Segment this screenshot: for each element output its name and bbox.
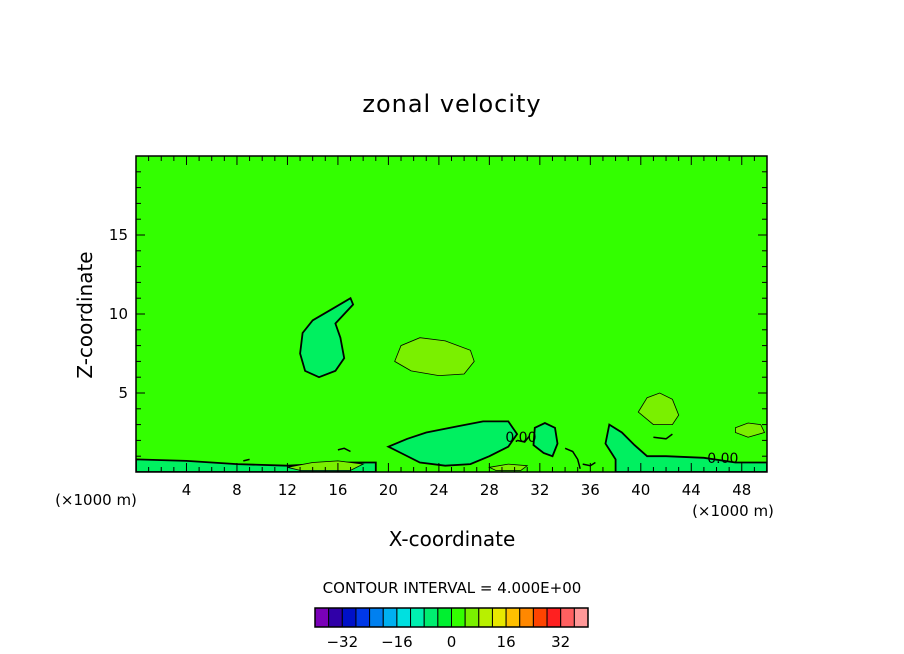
colorbar-cell: [410, 607, 425, 628]
contour-line-6: [243, 458, 250, 462]
x-axis-title: X-coordinate: [389, 527, 516, 551]
colorbar-tick-label: 32: [551, 633, 570, 651]
colorbar-cell: [369, 607, 384, 628]
colorbar-tick-label: −16: [381, 633, 413, 651]
colorbar-cell: [464, 607, 480, 628]
colorbar-cell: [328, 607, 343, 628]
contour-region-10: [488, 463, 529, 471]
colorbar-cell: [560, 607, 575, 628]
colorbar-cell: [505, 607, 521, 628]
colorbar-cell: [382, 607, 398, 628]
x-tick-label: 16: [328, 481, 347, 499]
x-tick-label: 48: [732, 481, 751, 499]
x-unit-label: (×1000 m): [692, 502, 774, 520]
x-tick-label: 8: [232, 481, 242, 499]
colorbar-cell: [573, 607, 589, 628]
x-tick-label: 44: [682, 481, 701, 499]
colorbar-cell: [437, 607, 453, 628]
x-tick-label: 36: [581, 481, 600, 499]
x-tick-label: 32: [530, 481, 549, 499]
chart-title: zonal velocity: [362, 90, 541, 118]
contour-region-3: [637, 392, 680, 425]
colorbar-cell: [355, 607, 371, 628]
colorbar-cell: [314, 607, 330, 628]
contour-region-6: [532, 422, 559, 458]
x-tick-label: 4: [182, 481, 192, 499]
y-tick-label: 10: [109, 305, 128, 323]
contour-region-2: [394, 337, 475, 377]
x-tick-label: 40: [631, 481, 650, 499]
contour-region-1: [299, 296, 355, 379]
contour-region-4: [386, 420, 519, 467]
contour-interval-label: CONTOUR INTERVAL = 4.000E+00: [323, 579, 582, 597]
colorbar-tick-label: 0: [447, 633, 457, 651]
colorbar-tick-label: −32: [326, 633, 358, 651]
colorbar-cell: [341, 607, 357, 628]
colorbar-cell: [451, 607, 466, 628]
colorbar-frame: [314, 607, 589, 628]
y-axis-title: Z-coordinate: [73, 251, 97, 378]
contour-group: 0.00 0.00: [136, 296, 767, 472]
contour-line-2: [564, 447, 581, 469]
colorbar-cell: [396, 607, 412, 628]
contour-label-1: 0.00: [505, 430, 536, 446]
colorbar-cell: [423, 607, 439, 628]
x-tick-label: 24: [429, 481, 448, 499]
colorbar: −32 −16 0 16 32: [314, 607, 589, 651]
x-tick-label: 20: [379, 481, 398, 499]
contour-region-5: [604, 423, 767, 472]
contour-line-1: [516, 435, 531, 443]
contour-line-5: [337, 447, 351, 453]
y-unit-label: (×1000 m): [55, 491, 137, 509]
contour-region-8: [735, 422, 766, 438]
colorbar-cell: [532, 607, 548, 628]
colorbar-cell: [519, 607, 534, 628]
x-tick-label: 28: [480, 481, 499, 499]
x-tick-label: 12: [278, 481, 297, 499]
y-tick-label: 15: [109, 226, 128, 244]
colorbar-cell: [478, 607, 493, 628]
colorbar-cell: [491, 607, 507, 628]
colorbar-cell: [546, 607, 562, 628]
y-tick-label: 5: [118, 384, 128, 402]
colorbar-tick-label: 16: [497, 633, 516, 651]
contour-label-2: 0.00: [707, 451, 738, 467]
contour-line-4: [653, 433, 673, 440]
